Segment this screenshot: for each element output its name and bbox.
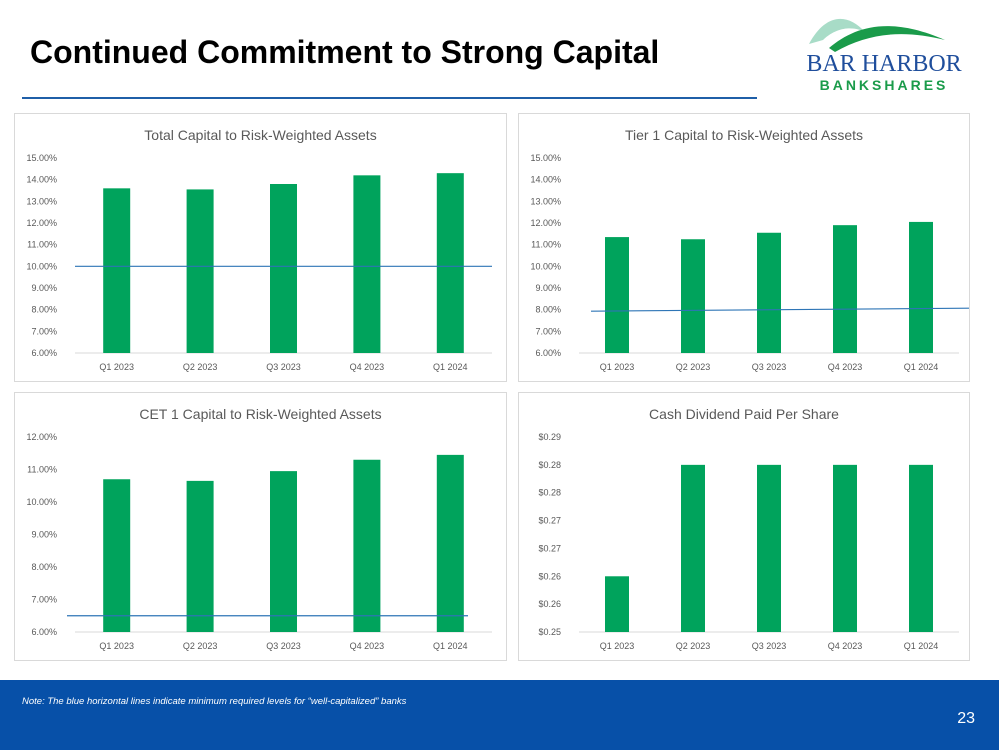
bar bbox=[757, 232, 781, 353]
x-tick-label: Q1 2023 bbox=[99, 641, 134, 651]
y-tick-label: 7.00% bbox=[31, 595, 57, 605]
y-tick-label: $0.26 bbox=[538, 599, 561, 609]
y-tick-label: 11.00% bbox=[27, 465, 57, 475]
y-tick-label: 6.00% bbox=[31, 348, 57, 358]
bar-harbor-logo: BAR HARBOR BANKSHARES bbox=[806, 18, 962, 93]
bar bbox=[436, 454, 464, 632]
dividend-chart: Cash Dividend Paid Per Share $0.25 $0.26 $0… bbox=[518, 392, 970, 661]
y-tick-label: 14.00% bbox=[530, 175, 561, 185]
y-tick-label: 7.00% bbox=[535, 326, 561, 336]
footnote: Note: The blue horizontal lines indicate… bbox=[22, 696, 407, 707]
bar bbox=[605, 237, 629, 353]
y-tick-label: $0.29 bbox=[538, 432, 561, 442]
bar bbox=[353, 175, 381, 353]
x-tick-label: Q4 2023 bbox=[350, 362, 385, 372]
bar bbox=[353, 459, 381, 632]
y-tick-label: $0.27 bbox=[538, 543, 561, 553]
y-tick-label: $0.26 bbox=[538, 571, 561, 581]
x-tick-label: Q1 2024 bbox=[433, 641, 468, 651]
y-tick-label: 8.00% bbox=[535, 305, 561, 315]
x-tick-label: Q3 2023 bbox=[752, 362, 787, 372]
logo-mint-hill bbox=[809, 18, 865, 44]
y-tick-label: $0.25 bbox=[538, 627, 561, 637]
x-tick-label: Q2 2023 bbox=[676, 362, 711, 372]
x-tick-label: Q1 2024 bbox=[904, 641, 939, 651]
y-tick-label: 12.00% bbox=[26, 218, 57, 228]
chart-title: Cash Dividend Paid Per Share bbox=[649, 406, 839, 422]
x-tick-label: Q2 2023 bbox=[183, 362, 218, 372]
well-capitalized-threshold-line bbox=[590, 307, 969, 312]
x-tick-label: Q1 2024 bbox=[904, 362, 939, 372]
bar bbox=[833, 225, 857, 353]
logo-line2: BANKSHARES bbox=[820, 77, 949, 93]
bar bbox=[909, 221, 933, 353]
total-capital-chart: Total Capital to Risk-Weighted Assets 6.0… bbox=[14, 113, 507, 382]
bar bbox=[103, 479, 131, 632]
x-tick-label: Q3 2023 bbox=[266, 641, 301, 651]
y-tick-label: 12.00% bbox=[530, 218, 561, 228]
x-tick-label: Q1 2023 bbox=[600, 362, 635, 372]
y-tick-label: 8.00% bbox=[31, 305, 57, 315]
y-tick-label: $0.27 bbox=[538, 516, 561, 526]
y-tick-label: 6.00% bbox=[535, 348, 561, 358]
page-number: 23 bbox=[957, 710, 975, 727]
bar bbox=[186, 480, 214, 632]
y-tick-label: 7.00% bbox=[31, 326, 57, 336]
logo-green-wave bbox=[829, 26, 945, 52]
page-title: Continued Commitment to Strong Capital bbox=[30, 34, 660, 70]
y-tick-label: 11.00% bbox=[531, 240, 561, 250]
y-tick-label: 13.00% bbox=[530, 196, 561, 206]
x-tick-label: Q1 2024 bbox=[433, 362, 468, 372]
x-tick-label: Q1 2023 bbox=[99, 362, 134, 372]
y-tick-label: 15.00% bbox=[530, 153, 561, 163]
y-tick-label: 13.00% bbox=[26, 196, 57, 206]
title-underline bbox=[22, 97, 757, 99]
y-tick-label: 9.00% bbox=[31, 530, 57, 540]
bar bbox=[833, 464, 857, 632]
y-tick-label: 14.00% bbox=[26, 175, 57, 185]
chart-title: Tier 1 Capital to Risk-Weighted Assets bbox=[625, 127, 863, 143]
y-tick-label: 10.00% bbox=[26, 497, 57, 507]
chart-svg: CET 1 Capital to Risk-Weighted Assets 6.0… bbox=[26, 406, 492, 651]
y-tick-label: $0.28 bbox=[538, 488, 561, 498]
chart-title: CET 1 Capital to Risk-Weighted Assets bbox=[139, 406, 381, 422]
bar bbox=[909, 464, 933, 632]
x-tick-label: Q2 2023 bbox=[676, 641, 711, 651]
x-tick-label: Q4 2023 bbox=[828, 362, 863, 372]
y-tick-label: 10.00% bbox=[530, 261, 561, 271]
x-tick-label: Q2 2023 bbox=[183, 641, 218, 651]
y-tick-label: 9.00% bbox=[31, 283, 57, 293]
x-tick-label: Q1 2023 bbox=[600, 641, 635, 651]
bar bbox=[270, 471, 297, 632]
tier1-capital-chart: Tier 1 Capital to Risk-Weighted Assets 6.… bbox=[518, 113, 970, 382]
footer-bar bbox=[0, 680, 999, 750]
bar bbox=[757, 464, 781, 632]
y-tick-label: 12.00% bbox=[26, 432, 57, 442]
y-tick-label: 8.00% bbox=[31, 562, 57, 572]
x-tick-label: Q4 2023 bbox=[350, 641, 385, 651]
x-tick-label: Q3 2023 bbox=[752, 641, 787, 651]
x-tick-label: Q3 2023 bbox=[266, 362, 301, 372]
bar bbox=[436, 173, 464, 353]
logo-line1: BAR HARBOR bbox=[806, 51, 961, 77]
y-tick-label: 15.00% bbox=[26, 153, 57, 163]
chart-svg: Cash Dividend Paid Per Share $0.25 $0.26 $0… bbox=[538, 406, 959, 651]
bar bbox=[605, 576, 629, 632]
chart-svg: Total Capital to Risk-Weighted Assets 6.0… bbox=[26, 127, 492, 372]
y-tick-label: 11.00% bbox=[27, 240, 57, 250]
cet1-capital-chart: CET 1 Capital to Risk-Weighted Assets 6.0… bbox=[14, 392, 507, 661]
y-tick-label: 9.00% bbox=[535, 283, 561, 293]
bar bbox=[681, 239, 705, 353]
bar bbox=[186, 189, 214, 353]
chart-title: Total Capital to Risk-Weighted Assets bbox=[144, 127, 376, 143]
bar bbox=[103, 188, 131, 353]
y-tick-label: 6.00% bbox=[31, 627, 57, 637]
y-tick-label: 10.00% bbox=[26, 261, 57, 271]
chart-svg: Tier 1 Capital to Risk-Weighted Assets 6.… bbox=[530, 127, 969, 372]
bar bbox=[270, 184, 297, 353]
bar bbox=[681, 464, 705, 632]
y-tick-label: $0.28 bbox=[538, 460, 561, 470]
x-tick-label: Q4 2023 bbox=[828, 641, 863, 651]
